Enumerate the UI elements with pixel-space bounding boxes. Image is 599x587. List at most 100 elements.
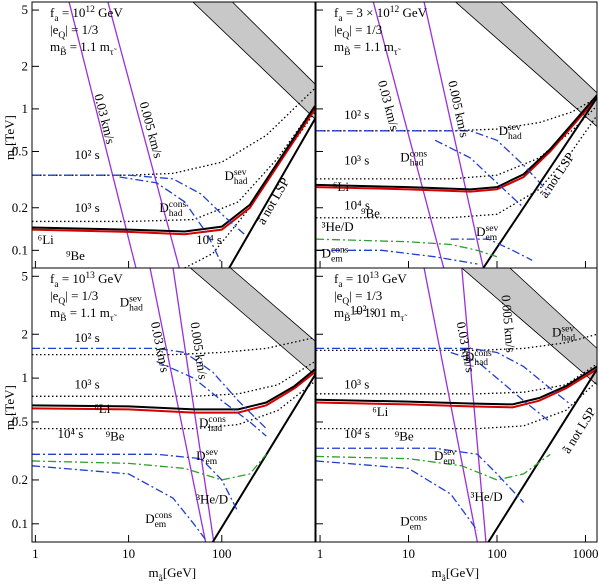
text-part: D <box>196 448 205 463</box>
curve-label: 0.03 km/s <box>375 79 403 132</box>
curve <box>316 105 597 180</box>
curve <box>32 453 239 513</box>
x-tick-label: 100 <box>212 546 232 561</box>
text-part: m <box>334 305 344 320</box>
text-part: B̃ <box>60 45 66 58</box>
curve-label: Demsev <box>196 448 218 467</box>
text-part: sev <box>234 168 247 178</box>
curve <box>316 333 597 352</box>
curve-label: Dhadcons <box>199 415 226 434</box>
y-axis-label: mτ̃[TeV] <box>2 115 21 160</box>
text-part: Q <box>58 297 65 307</box>
text-part: B̃ <box>60 311 66 324</box>
text-part: D <box>434 448 443 463</box>
parameter-text: fa = 1013 GeV <box>334 271 407 290</box>
text-part: B̃ <box>344 311 350 324</box>
curve-label: 0.005 km/s <box>137 100 166 160</box>
curve-label: 0.03 km/s <box>148 320 173 373</box>
x-tick-label: 10 <box>122 546 135 561</box>
text-part: |e <box>334 22 343 37</box>
curve-label: ã not LSP <box>559 405 599 456</box>
text-part: sev <box>561 325 574 335</box>
x-tick-label: 1 <box>317 546 324 561</box>
curve-label: 0.005 km/s <box>498 294 518 353</box>
panel-frame <box>31 267 316 543</box>
curve <box>316 94 597 191</box>
curve-label: Dhadsev <box>499 123 522 142</box>
curve-label: ⁶Li <box>38 232 54 247</box>
panel <box>32 2 315 268</box>
text-part: a <box>338 14 343 24</box>
curve-label: 0.005 km/s <box>188 321 211 380</box>
y-tick-label: 2 <box>22 58 29 73</box>
curve <box>68 2 137 268</box>
text-part: 13 <box>369 271 379 281</box>
text-part: Q <box>342 297 349 307</box>
curve <box>482 97 597 268</box>
excluded-region <box>189 268 315 376</box>
text-part: |e <box>334 288 343 303</box>
parameter-text: |eQ| = 1/3 <box>50 288 98 307</box>
y-tick-label: 0.1 <box>12 516 28 531</box>
text-part: had <box>169 209 183 219</box>
curve <box>316 249 478 265</box>
text-part: τ̃ <box>110 313 118 324</box>
curve <box>316 365 597 406</box>
curve-label: ³He/D <box>471 489 503 504</box>
y-tick-label: 0.1 <box>12 242 28 257</box>
parameter-text: |eQ| = 1/3 <box>334 22 382 41</box>
y-tick-label: 2 <box>22 326 29 341</box>
text-part: B̃ <box>344 45 350 58</box>
curve-label: Dhadcons <box>465 349 492 368</box>
text-part: ã <box>159 574 164 584</box>
text-part: 12 <box>85 5 95 15</box>
curve <box>316 238 498 258</box>
curve-label: ⁹Be <box>66 248 85 263</box>
curve-label: ã not LSP <box>254 175 293 227</box>
curve <box>316 460 478 531</box>
curve-label: Demcons <box>145 511 172 530</box>
text-part: cons <box>474 349 492 359</box>
curve-label: ³He/D <box>322 219 354 234</box>
text-part: a <box>338 280 343 290</box>
text-part: D <box>199 415 208 430</box>
text-part: D <box>224 168 233 183</box>
text-part: em <box>331 254 343 264</box>
text-part: |e <box>50 22 59 37</box>
text-part: cons <box>169 200 187 210</box>
y-tick-label: 1 <box>22 101 29 116</box>
curve <box>156 360 267 437</box>
text-part: τ̃ <box>400 313 408 324</box>
x-tick-label: 1000 <box>572 546 598 561</box>
curve <box>316 115 597 219</box>
text-part: cons <box>410 514 428 524</box>
y-tick-label: 1 <box>22 370 29 385</box>
text-part: had <box>234 177 248 187</box>
curve <box>450 238 533 261</box>
curve-label: ³He/D <box>196 492 228 507</box>
text-part: = 10 <box>343 271 370 286</box>
text-part: a <box>54 14 59 24</box>
text-part: f <box>334 5 339 20</box>
excluded-region <box>454 2 597 128</box>
curve-label: 0.005 km/s <box>445 79 472 139</box>
text-part: τ̃ <box>110 47 118 58</box>
text-part: sev <box>443 448 456 458</box>
curve <box>119 176 223 265</box>
text-part: had <box>208 424 222 434</box>
curve <box>32 368 315 411</box>
text-part: m <box>334 39 344 54</box>
text-part: | = 1/3 <box>349 288 382 303</box>
text-part: D <box>400 514 409 529</box>
text-part: 13 <box>85 271 95 281</box>
panel-frame <box>315 267 598 543</box>
text-part: τ̃ <box>394 47 402 58</box>
x-tick-label: 10 <box>402 546 415 561</box>
curve <box>434 139 525 209</box>
text-part: = 1.01 m <box>350 305 400 320</box>
text-part: | = 1/3 <box>65 288 98 303</box>
text-part: Q <box>342 31 349 41</box>
text-part: Q <box>58 31 65 41</box>
text-part: [TeV] <box>2 385 17 416</box>
text-part: D <box>499 123 508 138</box>
